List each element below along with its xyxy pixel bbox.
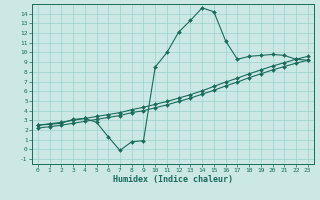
X-axis label: Humidex (Indice chaleur): Humidex (Indice chaleur) xyxy=(113,175,233,184)
